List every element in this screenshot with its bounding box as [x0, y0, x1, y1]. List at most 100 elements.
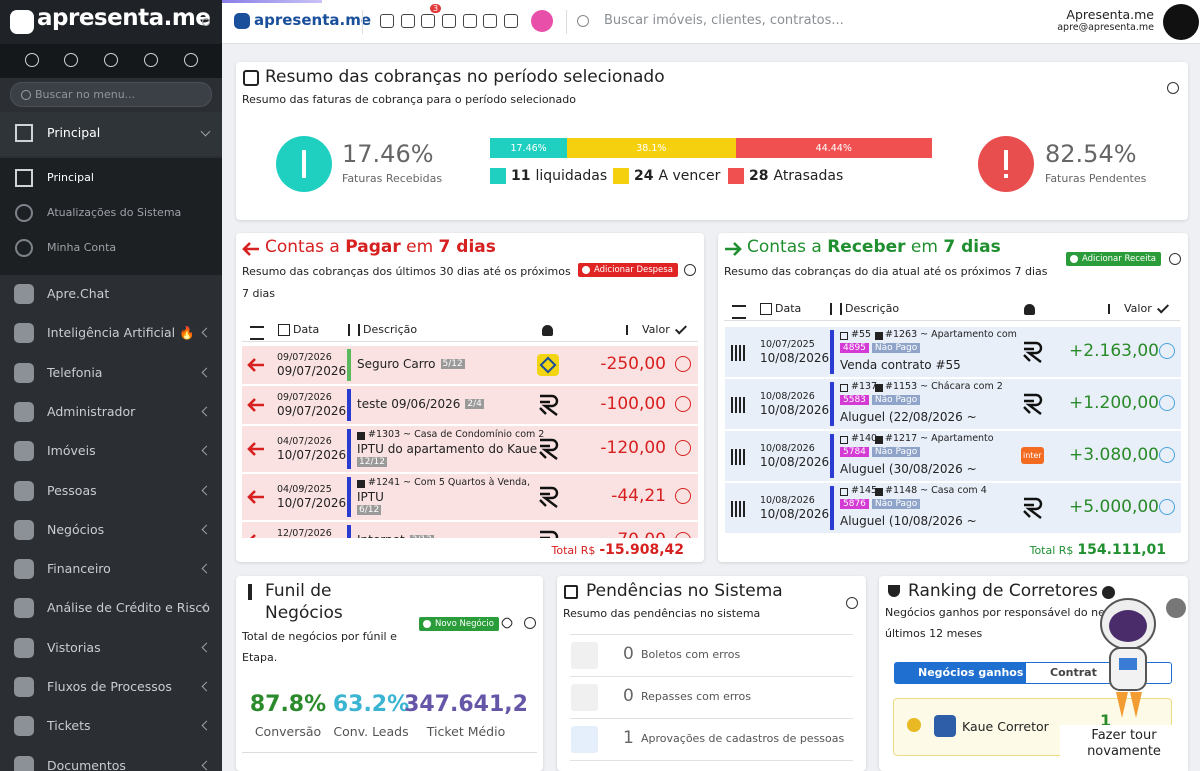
received-glyph: [302, 150, 306, 178]
bank-logo: [539, 438, 559, 460]
divider: [570, 718, 853, 719]
receivable-row[interactable]: 10/07/2025 10/08/2026 #55 #1263 ~ Apartamen…: [725, 327, 1181, 377]
bank-logo: [539, 486, 559, 508]
menu-item[interactable]: Administrador: [47, 403, 136, 419]
payable-row[interactable]: 09/07/2026 09/07/2026 teste 09/06/2026 2/4 -…: [242, 386, 698, 424]
legend-label: liquidadas: [535, 168, 608, 184]
funnel-subtitle: Total de negócios por fúnil e Etapa.: [242, 630, 397, 664]
status-bar: [347, 477, 351, 517]
contract-icon: [840, 332, 848, 340]
menu-item[interactable]: Tickets: [47, 718, 91, 734]
description: Seguro Carro 5/12: [357, 357, 465, 371]
payment-date: 10/08/2026: [760, 351, 830, 365]
add-button[interactable]: Novo Negócio: [419, 617, 499, 631]
description: Aluguel (22/08/2026 ~: [840, 410, 977, 424]
property-ref: #1148 ~ Casa com 4: [885, 485, 987, 496]
menu-item[interactable]: Apre.Chat: [47, 286, 110, 301]
add-button[interactable]: Adicionar Despesa: [578, 263, 678, 277]
menu-item[interactable]: Pessoas: [47, 482, 97, 498]
submenu-item[interactable]: Principal: [47, 171, 94, 184]
description: IPTU: [357, 490, 384, 504]
payable-row[interactable]: 04/09/2025 10/07/2026 #1241 ~ Com 5 Quarto…: [242, 474, 698, 520]
menu-icon: [14, 677, 34, 697]
ai-button[interactable]: [531, 10, 553, 32]
pending-subtitle: Resumo das pendências no sistema: [563, 607, 761, 620]
quick-icon[interactable]: [144, 53, 158, 67]
title-part: em: [905, 237, 944, 257]
menu-item[interactable]: Análise de Crédito e Risco: [47, 600, 210, 616]
menu-item[interactable]: Financeiro: [47, 561, 111, 577]
property-ref: #1303 ~ Casa de Condomínio com 2: [368, 429, 545, 440]
brand-logo: [10, 10, 34, 34]
user-avatar[interactable]: [1163, 4, 1199, 40]
payable-row[interactable]: 04/07/2026 10/07/2026 #1303 ~ Casa de Cond…: [242, 426, 698, 472]
progress-segment: 44.44%: [735, 138, 932, 158]
avatar: [934, 715, 956, 737]
receivables-total: Total R$ 154.111,01: [1030, 539, 1166, 558]
stat-value: 63.2%: [332, 692, 410, 717]
quick-icon[interactable]: [104, 53, 118, 67]
due-date: 10/08/2026: [760, 443, 815, 454]
quick-icon[interactable]: [184, 53, 198, 67]
home-icon: [875, 332, 883, 340]
payment-date: 09/07/2026: [277, 404, 347, 418]
toolbar-icon[interactable]: [483, 14, 497, 28]
tour-close[interactable]: [1166, 598, 1186, 618]
menu-item[interactable]: Vistorias: [47, 639, 101, 655]
tab[interactable]: Contrat: [1025, 662, 1172, 684]
link-icon[interactable]: [499, 615, 515, 631]
payables-panel: Contas a Pagar em 7 dias Resumo das cobra…: [236, 233, 704, 562]
receivable-row[interactable]: 10/08/2026 10/08/2026 #140 #1217 ~ Apartame…: [725, 431, 1181, 481]
toolbar-icon[interactable]: [401, 14, 415, 28]
section-row[interactable]: [0, 112, 222, 156]
receivable-row[interactable]: 10/08/2026 10/08/2026 #137 #1153 ~ Chácara …: [725, 379, 1181, 429]
swap-icon: [732, 305, 746, 319]
toolbar-icon[interactable]: [442, 14, 456, 28]
item-count: 0: [623, 644, 634, 664]
currency-icon: [626, 325, 636, 335]
item-label[interactable]: Boletos com erros: [641, 648, 741, 661]
toolbar-icon[interactable]: [504, 14, 518, 28]
help-icon[interactable]: [1102, 586, 1115, 599]
stat-value: 347.641,2: [404, 692, 528, 717]
column-label: Valor: [1124, 302, 1152, 315]
bank-logo: [1023, 497, 1043, 519]
submenu-item[interactable]: Minha Conta: [47, 241, 117, 254]
receivable-row[interactable]: 10/08/2026 10/08/2026 #145 #1148 ~ Casa com…: [725, 483, 1181, 533]
due-date: 04/09/2025: [277, 484, 332, 495]
quick-icon[interactable]: [25, 53, 39, 67]
item-label[interactable]: Repasses com erros: [641, 690, 751, 703]
search-icon: [577, 15, 589, 27]
toolbar-icon[interactable]: [463, 14, 477, 28]
submenu-item[interactable]: Atualizações do Sistema: [47, 206, 182, 219]
quick-icon[interactable]: [64, 53, 78, 67]
user-name: Apresenta.me: [1066, 7, 1154, 22]
payable-row[interactable]: 09/07/2026 09/07/2026 Seguro Carro 5/12 -250…: [242, 346, 698, 384]
progress-label: 17.46%: [510, 142, 547, 154]
add-button[interactable]: Adicionar Receita: [1066, 252, 1162, 266]
menu-item[interactable]: Negócios: [47, 521, 105, 537]
menu-item[interactable]: Imóveis: [47, 443, 96, 459]
toolbar-icon[interactable]: [421, 14, 435, 28]
logo-stroke: [539, 438, 559, 460]
total-label: Total R$: [1029, 544, 1074, 557]
menu-item[interactable]: Documentos: [47, 757, 126, 771]
tour-box[interactable]: Fazer tour novamente: [1060, 725, 1188, 771]
tab-active[interactable]: Negócios ganhos: [894, 662, 1025, 684]
payable-row[interactable]: 12/07/2026 Internet 3/12 -70,00: [242, 522, 698, 538]
search-placeholder[interactable]: Buscar imóveis, clientes, contratos...: [604, 13, 844, 28]
menu-item[interactable]: Inteligência Artificial 🔥: [47, 325, 195, 341]
description-text: Internet: [357, 533, 405, 538]
menu-item[interactable]: Telefonia: [47, 364, 103, 380]
divider: [362, 10, 363, 34]
toolbar-icon[interactable]: [380, 14, 394, 28]
menu-search[interactable]: Buscar no menu...: [10, 82, 212, 107]
arrow-path: [725, 242, 742, 256]
installment: 12/12: [357, 457, 387, 467]
menu-item[interactable]: Fluxos de Processos: [47, 679, 172, 694]
item-label[interactable]: Aprovações de cadastros de pessoas: [641, 732, 845, 745]
column-label: Descrição: [845, 302, 900, 315]
flame: [1116, 692, 1142, 718]
status-bar: [347, 349, 351, 381]
legend-swatch: [613, 168, 629, 184]
